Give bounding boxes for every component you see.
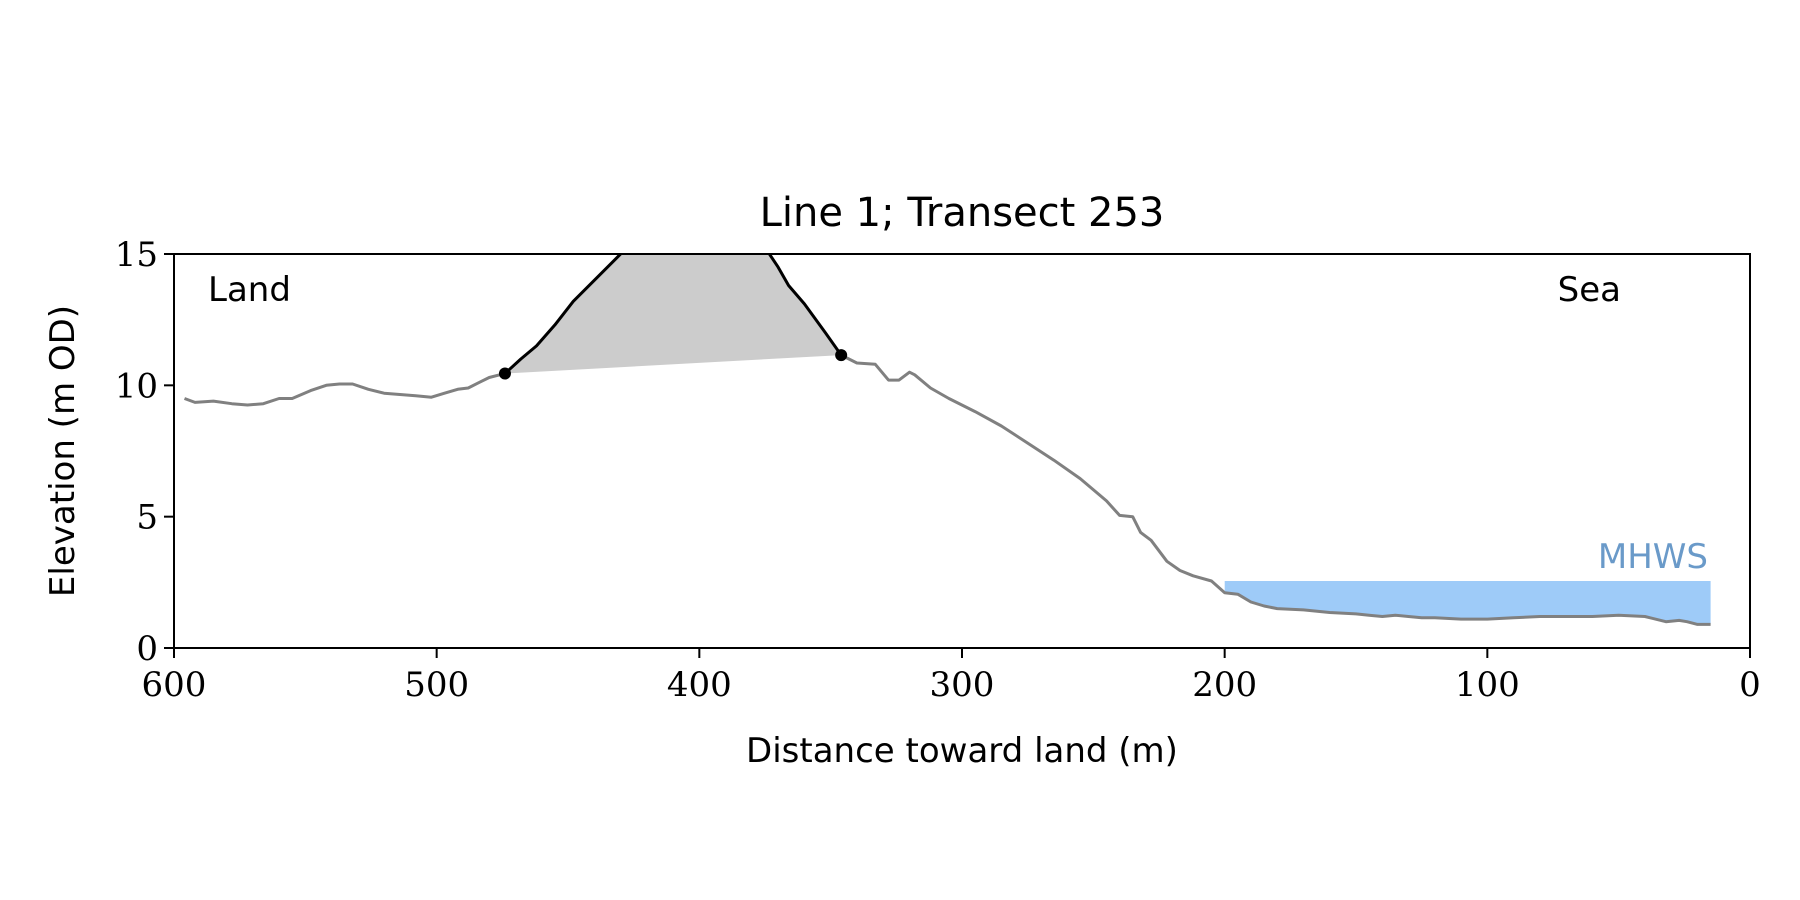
feature-endpoint-marker <box>835 349 848 362</box>
plot-area <box>173 253 1751 649</box>
chart-title: Line 1; Transect 253 <box>760 190 1165 236</box>
seaward-profile-line <box>840 353 1711 626</box>
sea-annotation: Sea <box>1558 270 1621 310</box>
land-annotation: Land <box>208 270 291 310</box>
x-tick-label: 400 <box>667 665 732 705</box>
x-axis-label: Distance toward land (m) <box>746 731 1178 771</box>
landward-profile-line <box>183 373 501 407</box>
x-tick-label: 600 <box>142 665 207 705</box>
x-tick-label: 500 <box>404 665 469 705</box>
y-tick-label: 10 <box>115 366 158 406</box>
y-tick-label: 5 <box>136 498 158 538</box>
y-axis-label: Elevation (m OD) <box>43 305 83 597</box>
feature-shaded-area <box>505 254 842 374</box>
y-tick-label: 0 <box>136 629 158 669</box>
x-tick-label: 200 <box>1192 665 1257 705</box>
x-tick-label: 0 <box>1739 665 1761 705</box>
x-tick-label: 300 <box>930 665 995 705</box>
x-tick-label: 100 <box>1455 665 1520 705</box>
feature-endpoint-marker <box>498 367 511 380</box>
mhws-label: MHWS <box>1598 537 1708 577</box>
y-tick-label: 15 <box>115 235 158 275</box>
x-axis-ticks: 600 500 400 300 200 100 0 <box>142 648 1761 705</box>
feature-profile-line <box>503 254 843 375</box>
mhws-water-area <box>1224 581 1711 625</box>
y-axis-ticks: 0 5 10 15 <box>115 235 174 669</box>
